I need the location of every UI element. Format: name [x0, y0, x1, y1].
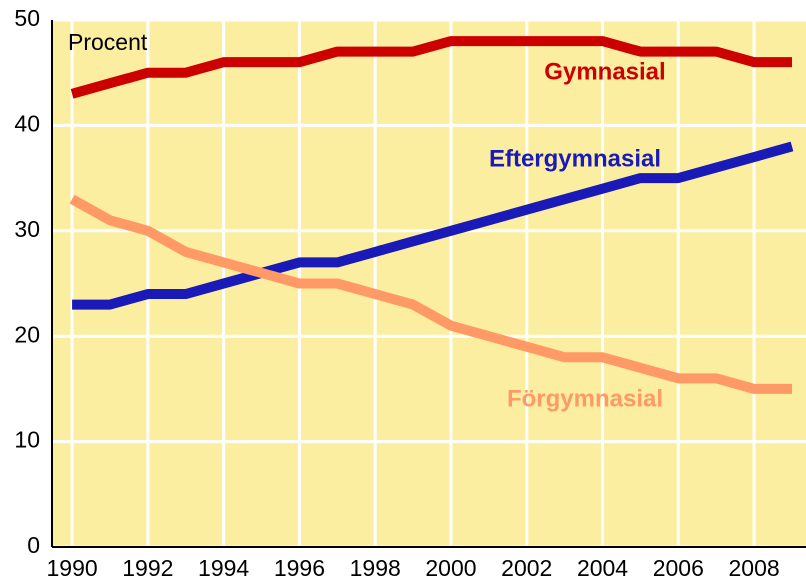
- x-tick-label: 2008: [729, 555, 780, 581]
- y-tick-label: 30: [14, 216, 40, 242]
- y-tick-label: 50: [14, 5, 40, 31]
- y-tick-label: 10: [14, 427, 40, 453]
- series-label: Eftergymnasial: [489, 145, 661, 172]
- x-tick-label: 1994: [198, 555, 249, 581]
- x-tick-label: 2000: [425, 555, 476, 581]
- x-tick-label: 2006: [653, 555, 704, 581]
- y-tick-label: 20: [14, 321, 40, 347]
- x-tick-label: 2004: [577, 555, 628, 581]
- y-tick-label: 0: [27, 532, 40, 558]
- series-line: [69, 194, 792, 394]
- x-tick-label: 1990: [46, 555, 97, 581]
- series-label: Förgymnasial: [507, 385, 663, 412]
- series-label: Gymnasial: [544, 58, 665, 85]
- y-axis-label: Procent: [68, 29, 148, 55]
- plot-area: [52, 20, 806, 547]
- series-line: [72, 141, 794, 310]
- x-tick-label: 1992: [122, 555, 173, 581]
- x-tick-label: 1996: [274, 555, 325, 581]
- y-tick-label: 40: [14, 110, 40, 136]
- series-line: [70, 36, 792, 99]
- x-tick-label: 2002: [501, 555, 552, 581]
- x-tick-label: 1998: [350, 555, 401, 581]
